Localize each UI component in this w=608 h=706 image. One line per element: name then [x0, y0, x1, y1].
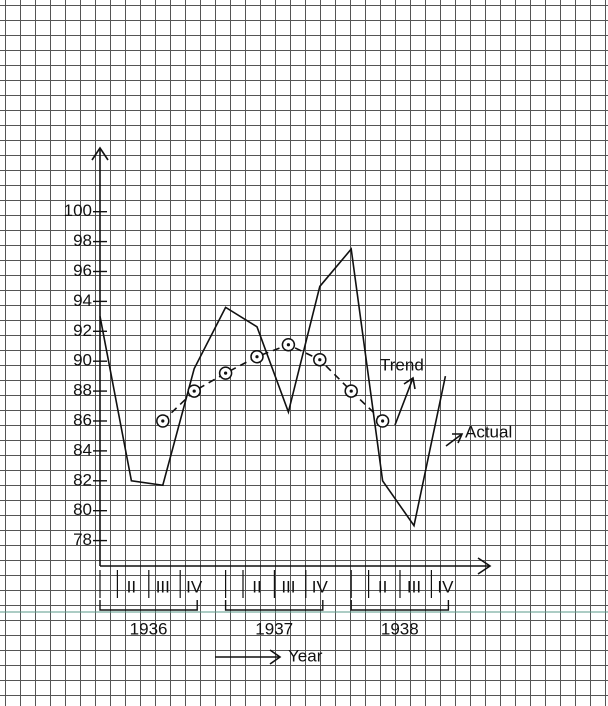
trend-pointer [394, 377, 414, 426]
actual-pointer-head [452, 433, 464, 444]
y-tick-label: 80 [73, 500, 92, 519]
trend-point-dot [381, 419, 385, 423]
trend-point-dot [192, 389, 196, 393]
trend-point-dot [224, 371, 228, 375]
y-tick-label: 84 [73, 440, 92, 459]
x-tick-label: IV [312, 577, 329, 596]
x-tick-label: IV [437, 577, 454, 596]
y-tick-label: 98 [73, 231, 92, 250]
year-label: 1938 [381, 619, 419, 638]
y-tick-label: 94 [73, 291, 92, 310]
y-tick-label: 88 [73, 381, 92, 400]
y-tick-label: 90 [73, 351, 92, 370]
x-axis-label: Year [288, 646, 323, 665]
year-arrow-head [269, 649, 282, 665]
x-tick-label: II [127, 577, 136, 596]
x-tick-label: III [407, 577, 421, 596]
trend-pointer-head [403, 376, 416, 390]
x-tick-label: IV [186, 577, 203, 596]
year-label: 1936 [130, 619, 168, 638]
year-bracket [350, 600, 450, 611]
y-axis-arrow [91, 146, 109, 161]
trend-line [162, 343, 384, 422]
year-label: 1937 [255, 619, 293, 638]
y-tick-label: 78 [73, 530, 92, 549]
x-tick-label: II [252, 577, 261, 596]
trend-label: Trend [380, 355, 424, 374]
actual-pointer [445, 433, 463, 447]
x-tick-label: III [156, 577, 170, 596]
y-tick-label: 96 [73, 261, 92, 280]
y-tick-label: 92 [73, 321, 92, 340]
y-tick-label: 82 [73, 470, 92, 489]
trend-point-dot [318, 358, 322, 362]
trend-point-dot [161, 419, 165, 423]
y-tick-label: 100 [64, 201, 92, 220]
trend-point-dot [349, 389, 353, 393]
actual-label: Actual [465, 422, 512, 441]
y-tick-label: 86 [73, 410, 92, 429]
trend-point-dot [286, 343, 290, 347]
x-tick-label: II [378, 577, 387, 596]
actual-line [99, 247, 447, 528]
year-bracket [224, 600, 324, 611]
x-axis-arrow [477, 557, 492, 575]
year-bracket [99, 600, 198, 611]
trend-point-dot [255, 355, 259, 359]
x-tick-label: III [281, 577, 295, 596]
